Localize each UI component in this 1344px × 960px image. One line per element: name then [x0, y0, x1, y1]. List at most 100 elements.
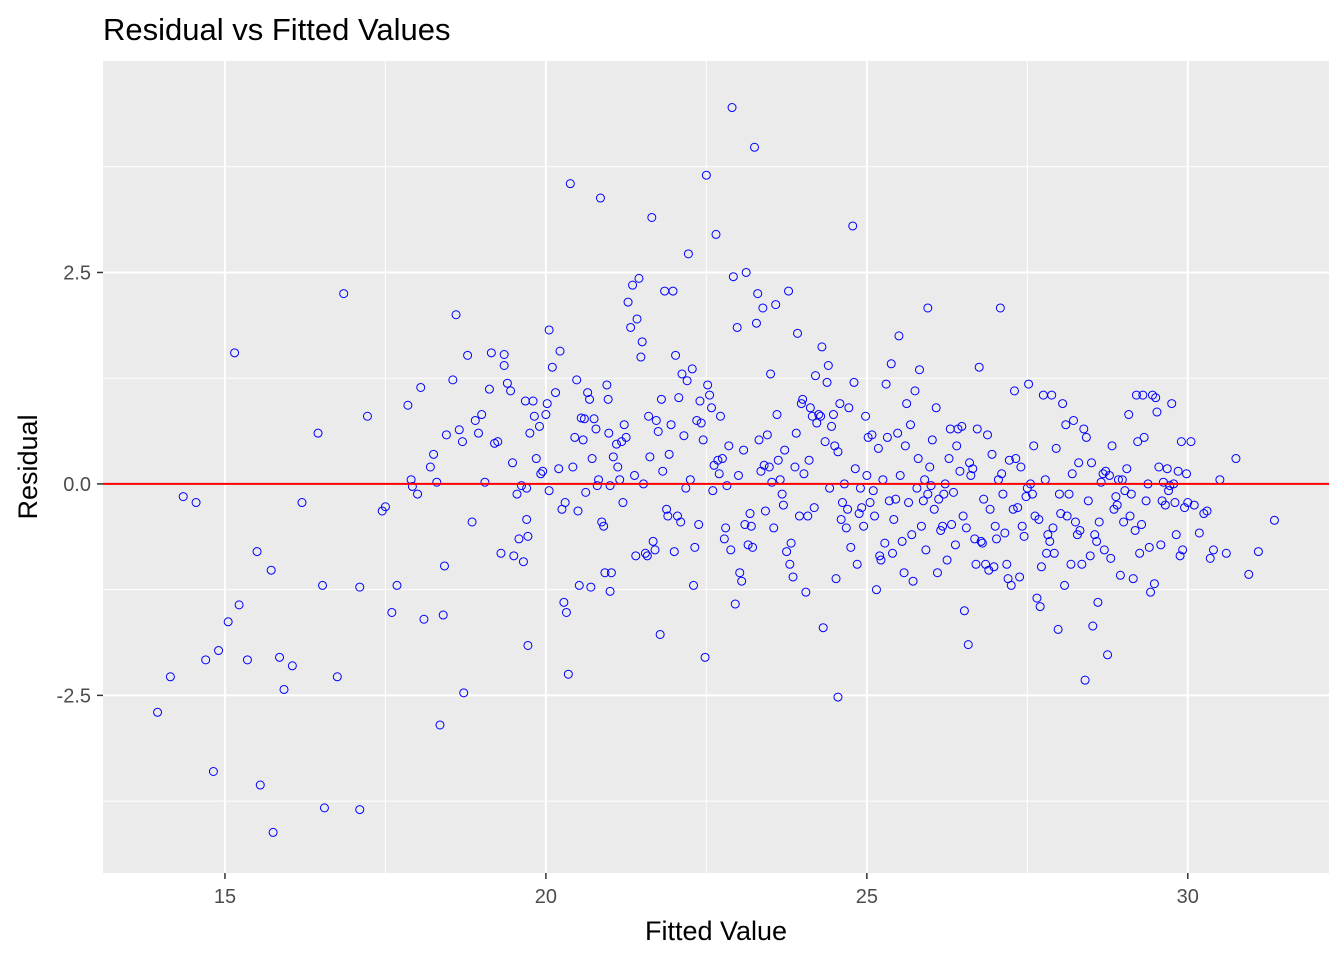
data-point: [1194, 528, 1204, 538]
data-point: [925, 462, 935, 472]
data-point: [671, 350, 681, 360]
data-point: [355, 582, 365, 592]
data-point: [512, 489, 522, 499]
data-point: [984, 565, 994, 575]
data-point: [1138, 390, 1148, 400]
data-point: [153, 707, 163, 717]
data-point: [1015, 572, 1025, 582]
data-point: [1175, 551, 1185, 561]
data-point: [989, 562, 999, 572]
data-point: [604, 428, 614, 438]
data-point: [191, 498, 201, 508]
data-point: [1062, 511, 1072, 521]
data-point: [1004, 455, 1014, 465]
data-point: [666, 420, 676, 430]
data-point: [1162, 464, 1172, 474]
data-point: [579, 414, 589, 424]
data-point: [746, 521, 756, 531]
data-point: [583, 388, 593, 398]
data-point: [448, 375, 458, 385]
data-point: [642, 551, 652, 561]
data-point: [970, 534, 980, 544]
data-point: [1087, 458, 1097, 468]
data-point: [1077, 559, 1087, 569]
data-point: [234, 600, 244, 610]
data-point: [908, 576, 918, 586]
data-point: [544, 486, 554, 496]
data-point: [754, 435, 764, 445]
data-point: [1049, 548, 1059, 558]
data-point: [714, 469, 724, 479]
data-point: [1189, 500, 1199, 510]
data-point: [496, 548, 506, 558]
data-point: [735, 568, 745, 578]
data-point: [758, 303, 768, 313]
data-point: [690, 542, 700, 552]
data-point: [555, 346, 565, 356]
data-point: [983, 430, 993, 440]
data-point: [517, 481, 527, 491]
data-point: [841, 523, 851, 533]
data-point: [972, 424, 982, 434]
data-point: [644, 411, 654, 421]
data-point: [506, 386, 516, 396]
data-point: [514, 534, 524, 544]
data-point: [1061, 420, 1071, 430]
data-point: [799, 469, 809, 479]
data-point: [268, 827, 278, 837]
data-point: [905, 420, 915, 430]
data-point: [966, 470, 976, 480]
data-point: [907, 530, 917, 540]
data-point: [669, 547, 679, 557]
data-point: [985, 504, 995, 514]
data-point: [629, 470, 639, 480]
data-point: [603, 394, 613, 404]
data-point: [913, 454, 923, 464]
data-point: [631, 551, 641, 561]
data-point: [705, 390, 715, 400]
data-point: [570, 432, 580, 442]
data-point: [632, 314, 642, 324]
data-point: [1244, 569, 1254, 579]
data-point: [889, 514, 899, 524]
data-point: [1000, 528, 1010, 538]
data-point: [737, 576, 747, 586]
data-point: [1094, 517, 1104, 527]
data-point: [403, 400, 413, 410]
data-point: [897, 536, 907, 546]
data-point: [486, 348, 496, 358]
data-point: [955, 466, 965, 476]
data-point: [707, 403, 717, 413]
data-point: [432, 477, 442, 487]
data-point: [846, 542, 856, 552]
data-points: [153, 103, 1279, 837]
data-point: [628, 280, 638, 290]
data-point: [857, 503, 867, 513]
data-point: [833, 447, 843, 457]
data-point: [1045, 536, 1055, 546]
data-point: [538, 466, 548, 476]
data-point: [1079, 424, 1089, 434]
data-point: [413, 489, 423, 499]
data-point: [508, 458, 518, 468]
data-point: [1137, 520, 1147, 530]
plot-panel: [103, 61, 1329, 873]
data-point: [801, 587, 811, 597]
data-point: [534, 421, 544, 431]
data-point: [947, 520, 957, 530]
data-point: [568, 462, 578, 472]
data-point: [733, 470, 743, 480]
data-point: [762, 430, 772, 440]
data-point: [230, 348, 240, 358]
data-point: [554, 464, 564, 474]
data-point: [921, 545, 931, 555]
data-point: [387, 607, 397, 617]
data-point: [827, 421, 837, 431]
data-point: [1081, 432, 1091, 442]
data-point: [626, 322, 636, 332]
data-point: [621, 432, 631, 442]
data-point: [995, 303, 1005, 313]
data-point: [886, 359, 896, 369]
data-point: [470, 415, 480, 425]
data-point: [1183, 498, 1193, 508]
